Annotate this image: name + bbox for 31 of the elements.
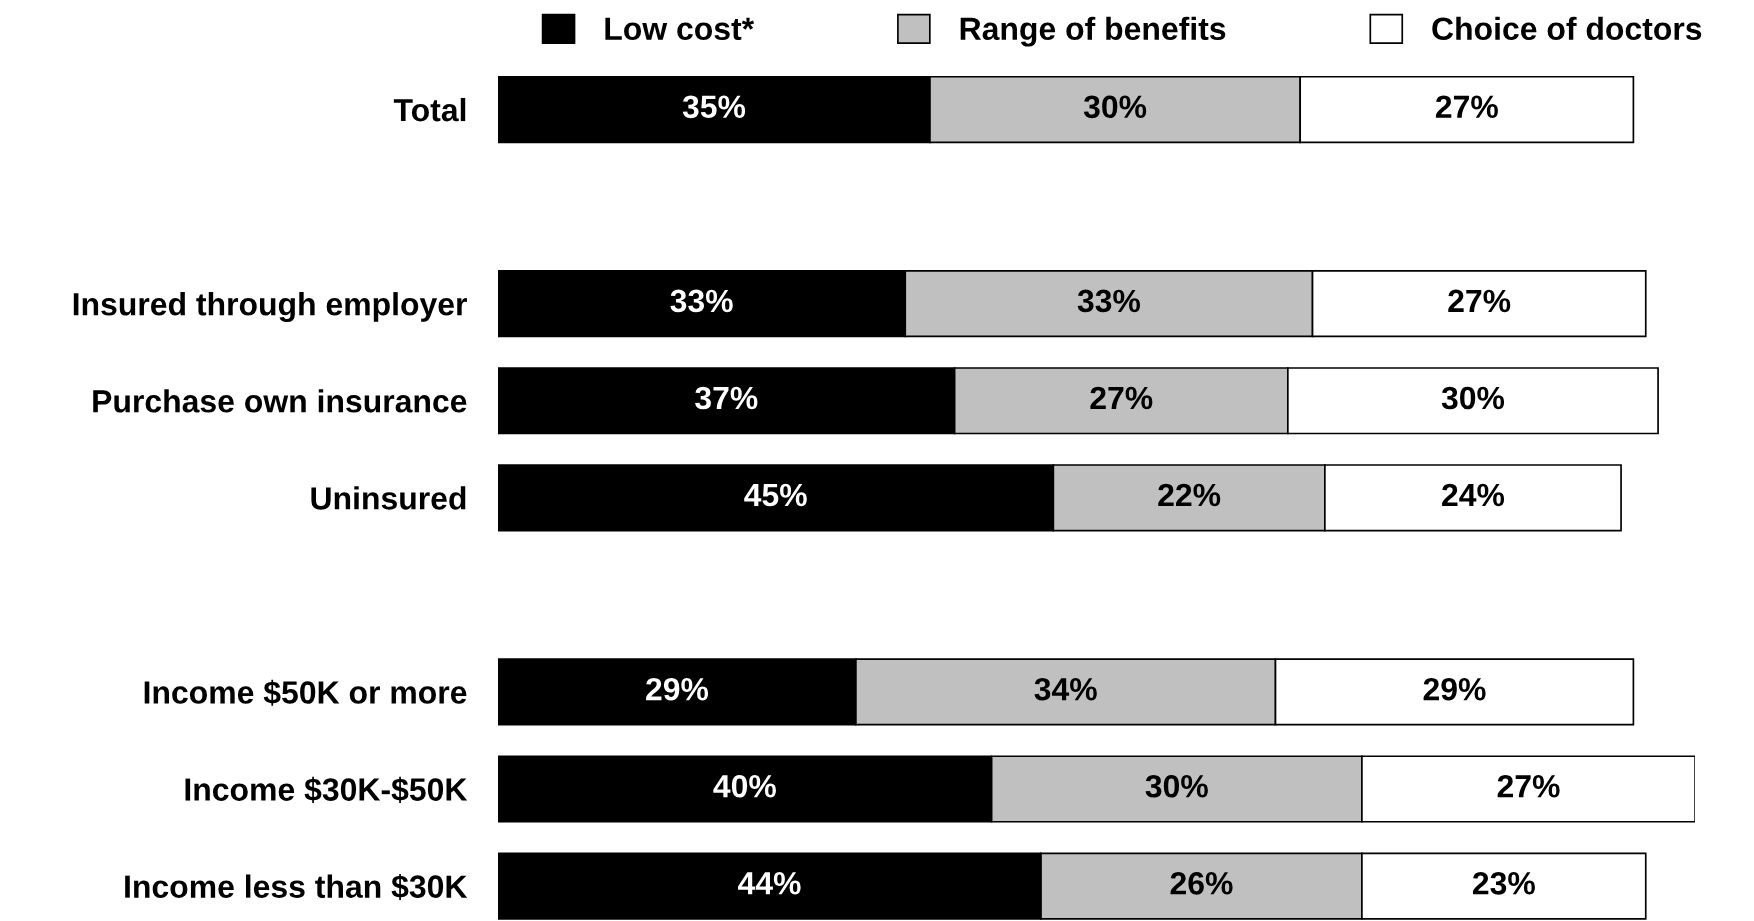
data-label: 35%: [682, 95, 746, 119]
data-label: 27%: [1497, 774, 1560, 798]
data-label: 29%: [646, 677, 709, 701]
legend-label: Low cost*: [605, 17, 755, 41]
y-tick-label: Income $50K or more: [144, 679, 467, 706]
data-label: 27%: [1435, 95, 1498, 119]
data-label: 26%: [1170, 872, 1233, 895]
data-label: 29%: [1423, 677, 1486, 701]
y-tick-label: Income $30K-$50K: [185, 776, 468, 803]
data-label: 34%: [1034, 677, 1097, 701]
data-label: 24%: [1442, 483, 1505, 507]
y-tick-label: Total: [393, 97, 466, 122]
data-label: 33%: [670, 289, 733, 313]
data-label: 27%: [1090, 386, 1153, 410]
legend-label: Range of benefits: [960, 16, 1226, 47]
data-label: 30%: [1083, 95, 1147, 119]
data-label: 40%: [713, 774, 776, 798]
data-label: 30%: [1441, 386, 1505, 410]
data-label: 22%: [1158, 483, 1221, 507]
data-label: 44%: [738, 872, 801, 895]
data-label: 27%: [1448, 289, 1511, 313]
y-tick-label: Income less than $30K: [125, 873, 468, 900]
data-label: 30%: [1145, 774, 1208, 798]
data-label: 37%: [695, 386, 758, 410]
data-label: 23%: [1472, 872, 1535, 895]
y-tick-label: Purchase own insurance: [93, 389, 467, 413]
y-tick-label: Uninsured: [311, 486, 466, 510]
legend-label: Choice of doctors: [1432, 16, 1702, 41]
y-tick-label: Insured through employer: [73, 292, 467, 323]
data-label: 33%: [1077, 289, 1141, 313]
data-label: 45%: [744, 483, 807, 507]
